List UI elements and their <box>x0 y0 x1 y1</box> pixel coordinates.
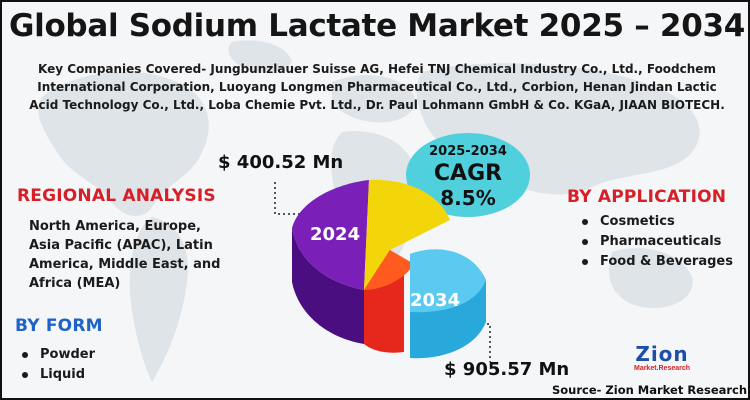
pie-yellow-slice <box>364 179 450 290</box>
market-value-2034: $ 905.57 Mn <box>444 359 570 380</box>
bullet-icon <box>582 259 588 265</box>
pie-blue-top <box>410 249 486 313</box>
bullet-icon <box>582 239 588 245</box>
bullet-icon <box>22 352 28 358</box>
pie-purple-side <box>292 228 364 344</box>
application-item-label: Pharmaceuticals <box>600 234 722 249</box>
by-application-heading: BY APPLICATION <box>567 187 727 207</box>
page-title: Global Sodium Lactate Market 2025 – 2034 <box>8 8 746 44</box>
logo-main-text: Zion <box>635 342 689 366</box>
cagr-value: 8.5% <box>440 186 496 210</box>
bullet-icon <box>22 372 28 378</box>
pie-label-2024: 2024 <box>310 224 360 245</box>
pie-label-2034: 2034 <box>410 290 460 311</box>
list-item: Food & Beverages <box>582 252 733 272</box>
source-text: Source- Zion Market Research <box>552 383 748 397</box>
market-pie-graphic: 2024 2034 <box>292 179 486 359</box>
market-value-2024: $ 400.52 Mn <box>218 152 344 173</box>
regional-analysis-heading: REGIONAL ANALYSIS <box>17 186 216 206</box>
bullet-icon <box>582 219 588 225</box>
list-item: Powder <box>22 345 95 365</box>
by-form-list: Powder Liquid <box>22 345 95 385</box>
regional-analysis-text: North America, Europe, Asia Pacific (APA… <box>29 219 221 291</box>
cagr-years: 2025-2034 <box>429 144 507 159</box>
by-application-list: Cosmetics Pharmaceuticals Food & Beverag… <box>582 212 733 272</box>
form-item-label: Powder <box>40 347 96 362</box>
by-form-heading: BY FORM <box>15 316 103 336</box>
cagr-label: CAGR <box>433 161 503 186</box>
connector-2024 <box>274 182 307 215</box>
list-item: Pharmaceuticals <box>582 232 733 252</box>
list-item: Liquid <box>22 365 95 385</box>
form-item-label: Liquid <box>40 367 86 382</box>
logo-sub-text: Market.Research <box>633 365 691 372</box>
application-item-label: Food & Beverages <box>600 254 733 269</box>
pie-purple-slice <box>292 180 369 290</box>
pie-red-top <box>364 250 414 290</box>
zion-logo: Zion Market.Research <box>622 344 702 373</box>
application-item-label: Cosmetics <box>600 214 675 229</box>
cagr-bubble: 2025-2034 CAGR 8.5% <box>406 133 530 217</box>
list-item: Cosmetics <box>582 212 733 232</box>
key-companies-text: Key Companies Covered- Jungbunzlauer Sui… <box>29 62 725 112</box>
